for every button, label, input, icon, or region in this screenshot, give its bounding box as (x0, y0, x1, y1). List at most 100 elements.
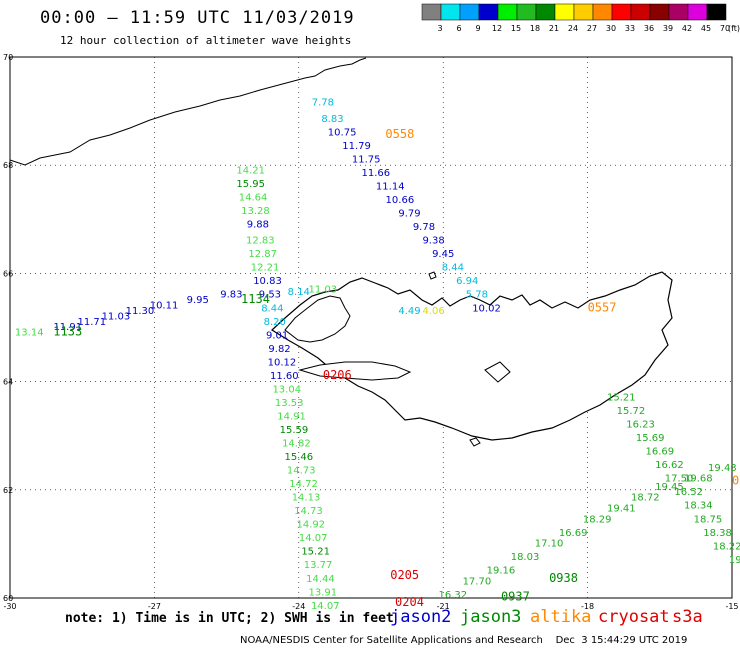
swh-value: 9.38 (422, 236, 444, 247)
swh-value: 14.21 (236, 165, 265, 176)
notes: note: 1) Time is in UTC; 2) SWH is in fe… (65, 611, 394, 626)
swh-value: 11.60 (270, 371, 299, 382)
colorbar-swatch (535, 3, 556, 21)
grimsey (428, 271, 437, 280)
swh-value: 15.59 (280, 425, 309, 436)
swh-value: 16.52 (674, 487, 703, 498)
swh-value: 5.78 (466, 290, 488, 301)
lat-label: 64 (3, 378, 13, 387)
swh-value: 19.43 (708, 463, 737, 474)
pass-time-label: 0557 (588, 300, 617, 314)
colorbar-swatch (630, 3, 651, 21)
lon-label: -18 (581, 602, 594, 611)
lon-label: -15 (725, 602, 738, 611)
swh-value: 17.70 (463, 576, 492, 587)
coastline (9, 57, 673, 447)
pass-times: 0558 0557 1134 1133 0206 0205 0204 0556 0938 0937 (53, 127, 740, 609)
swh-value: 18.29 (583, 514, 612, 525)
colorbar-label: 42 (682, 24, 692, 33)
swh-value: 16.69 (645, 447, 674, 458)
swh-value: 13.28 (241, 206, 270, 217)
swh-value: 11.66 (361, 168, 390, 179)
lon-label: -30 (3, 602, 16, 611)
colorbar-label: 21 (549, 24, 559, 33)
swh-value: 12.21 (251, 263, 280, 274)
track-jason3-west: 14.21 15.95 14.64 13.28 9.88 12.83 12.87 12.21 1… (236, 165, 339, 612)
swh-value: 8.44 (442, 263, 464, 274)
swh-value: 19. (729, 555, 740, 566)
colorbar-swatch (706, 3, 727, 21)
lat-label: 68 (3, 161, 13, 170)
swh-value: 16.32 (439, 590, 468, 601)
colorbar-label: 6 (456, 24, 461, 33)
swh-value: 10.66 (386, 195, 415, 206)
vestmannaeyjar (469, 437, 481, 447)
swh-value: 11.71 (78, 317, 107, 328)
colorbar-label: 9 (475, 24, 480, 33)
swh-value: 11.03 (102, 311, 131, 322)
swh-value: 16.23 (626, 420, 655, 431)
map-frame (9, 56, 733, 599)
swh-value: 11.79 (342, 141, 371, 152)
colorbar-swatch (478, 3, 499, 21)
swh-value: 15.69 (636, 433, 665, 444)
swh-value: 8.14 (288, 287, 310, 298)
swh-value: 14.73 (287, 466, 316, 477)
swh-value: 9.01 (266, 330, 288, 341)
track-jason2-cyan: 7.78 8.83 10.75 11.79 11.75 11.66 11.14 10.66 9.… (312, 98, 501, 317)
swh-value: 19.45 (655, 482, 684, 493)
swh-value: 10.02 (472, 303, 501, 314)
swh-value: 18.38 (703, 528, 732, 539)
swh-value: 17.10 (535, 539, 564, 550)
pass-time-label: 1134 (241, 292, 270, 306)
swh-value: 15.21 (301, 547, 330, 558)
pass-time-label: 0556 (732, 473, 740, 487)
colorbar-label: 12 (492, 24, 502, 33)
lat-label: 70 (3, 53, 13, 62)
colorbar-swatch (497, 3, 518, 21)
colorbar-label: 3 (437, 24, 442, 33)
swh-value: 8.83 (321, 114, 343, 125)
lon-label: -27 (148, 602, 161, 611)
altimeter-tracks: 7.78 8.83 10.75 11.79 11.75 11.66 11.14 10.66 9.… (15, 98, 740, 612)
swh-value: 14.07 (311, 601, 340, 612)
swh-value: 4.49 (398, 306, 420, 317)
colorbar-label: 15 (511, 24, 521, 33)
lat-label: 66 (3, 269, 13, 278)
colorbar-unit: (ft) (728, 24, 740, 33)
lon-label: -21 (437, 602, 450, 611)
swh-value: 11.14 (376, 182, 405, 193)
colorbar-label: 33 (625, 24, 635, 33)
track-east-green: 15.21 15.72 16.23 15.69 16.69 16.62 17.50 16.52… (607, 393, 740, 566)
colorbar-swatch (421, 3, 442, 21)
lake-thingvallavatn (484, 361, 511, 383)
swh-value: 13.04 (272, 384, 301, 395)
colorbar-swatch (668, 3, 689, 21)
swh-value: 19.41 (607, 503, 636, 514)
colorbar-label: 39 (663, 24, 673, 33)
swh-value: 18.72 (631, 493, 660, 504)
swh-value: 16.69 (559, 528, 588, 539)
colorbar-swatch (459, 3, 480, 21)
swh-value: 13.77 (304, 560, 333, 571)
pass-time-label: 0205 (390, 568, 419, 582)
swh-value: 9.79 (398, 209, 420, 220)
swh-value: 18.22 (713, 541, 740, 552)
swh-value: 15.46 (284, 452, 313, 463)
swh-value: 14.64 (239, 192, 268, 203)
swh-value: 12.83 (246, 236, 275, 247)
swh-value: 9.83 (220, 290, 242, 301)
swh-value: 14.72 (289, 479, 318, 490)
swh-value: 18.75 (694, 514, 723, 525)
swh-value: 13.91 (309, 587, 338, 598)
pass-time-label: 0204 (395, 595, 424, 609)
colorbar-swatch (649, 3, 670, 21)
colorbar-swatch (592, 3, 613, 21)
swh-value: 9.53 (259, 290, 281, 301)
colorbar-label: 18 (530, 24, 540, 33)
swh-value: 15.95 (236, 179, 265, 190)
swh-value: 10.75 (328, 127, 357, 138)
swh-value: 10.83 (253, 276, 282, 287)
